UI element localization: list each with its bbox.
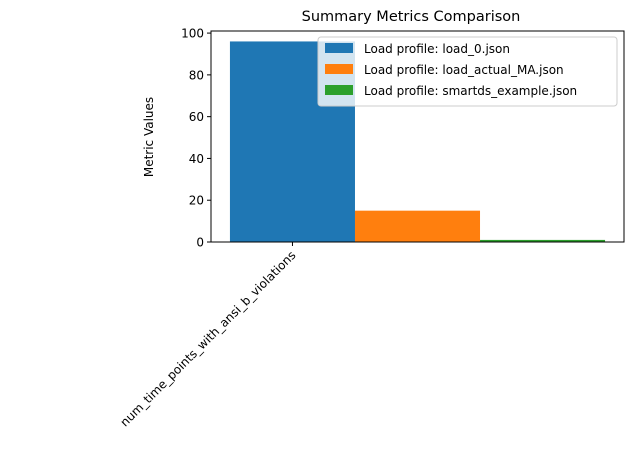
legend-swatch-0 <box>325 43 353 53</box>
x-axis-ticks: num_time_points_with_ansi_b_violations <box>117 242 299 429</box>
legend-label-2: Load profile: smartds_example.json <box>364 84 577 98</box>
legend-box <box>317 36 618 107</box>
y-tick-label-5: 100 <box>181 27 204 41</box>
chart-title: Summary Metrics Comparison <box>302 9 521 25</box>
y-axis-ticks: 0 20 40 60 80 100 <box>181 27 211 250</box>
legend: Load profile: load_0.json Load profile: l… <box>317 36 618 107</box>
legend-label-1: Load profile: load_actual_MA.json <box>364 63 564 77</box>
y-tick-label-1: 20 <box>189 194 204 208</box>
legend-swatch-2 <box>325 85 353 95</box>
bar-2-0 <box>480 239 606 242</box>
legend-label-0: Load profile: load_0.json <box>364 42 510 56</box>
legend-swatch-1 <box>325 64 353 74</box>
y-axis-label: Metric Values <box>142 97 156 177</box>
y-tick-label-2: 40 <box>189 152 204 166</box>
bar-1-0 <box>354 210 481 242</box>
x-tick-label-0: num_time_points_with_ansi_b_violations <box>117 248 298 429</box>
y-tick-label-0: 0 <box>196 236 204 250</box>
y-tick-label-4: 80 <box>189 68 204 82</box>
y-tick-label-3: 60 <box>189 110 204 124</box>
plot-frame <box>210 30 625 243</box>
